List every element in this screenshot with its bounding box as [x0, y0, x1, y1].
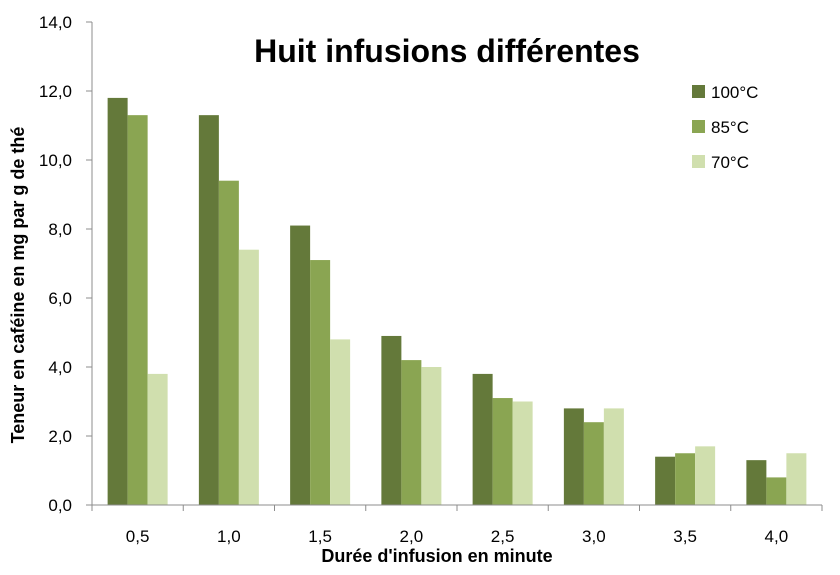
bar [107, 97, 128, 506]
bar [147, 373, 168, 505]
bar [381, 335, 402, 505]
y-tick-label: 10,0 [39, 151, 72, 170]
bar [238, 249, 259, 505]
bar [290, 225, 311, 506]
bars [107, 97, 807, 506]
chart-title: Huit infusions différentes [254, 33, 640, 69]
x-axis: 0,5 1,0 1,5 2,0 2,5 3,0 3,5 4,0 [91, 504, 823, 546]
x-axis-title: Durée d'infusion en minute [321, 546, 552, 566]
x-tick-label: 2,0 [400, 527, 424, 546]
bar [786, 453, 807, 505]
y-tick-label: 14,0 [39, 13, 72, 32]
bar [198, 115, 219, 506]
x-tick-label: 1,0 [217, 527, 241, 546]
bar [401, 360, 422, 505]
bar [421, 367, 442, 505]
bar [603, 408, 624, 505]
y-tick-label: 12,0 [39, 82, 72, 101]
legend-swatch [692, 85, 705, 98]
bar [695, 446, 716, 505]
legend-label: 100°C [711, 83, 758, 102]
legend-swatch [692, 120, 705, 133]
x-tick-label: 0,5 [126, 527, 150, 546]
x-tick-label: 3,0 [582, 527, 606, 546]
y-tick-label: 4,0 [48, 358, 72, 377]
bar [472, 373, 493, 505]
bar [766, 477, 787, 505]
legend: 100°C 85°C 70°C [692, 83, 758, 172]
x-tick-label: 3,5 [673, 527, 697, 546]
bar [583, 422, 604, 505]
bar [310, 260, 331, 505]
y-tick-label: 0,0 [48, 496, 72, 515]
y-tick-label: 6,0 [48, 289, 72, 308]
y-axis-title: Teneur en caféine en mg par g de thé [8, 127, 28, 444]
bar [512, 401, 533, 505]
y-tick-label: 2,0 [48, 427, 72, 446]
legend-label: 70°C [711, 153, 749, 172]
bar [127, 115, 148, 506]
bar [746, 460, 767, 505]
legend-label: 85°C [711, 118, 749, 137]
bar [218, 180, 239, 505]
bar [330, 339, 351, 505]
x-tick-label: 2,5 [491, 527, 515, 546]
bar [563, 408, 584, 505]
x-tick-label: 4,0 [765, 527, 789, 546]
bar [492, 398, 513, 505]
y-tick-label: 8,0 [48, 220, 72, 239]
bar [655, 456, 676, 505]
x-tick-label: 1,5 [308, 527, 332, 546]
legend-swatch [692, 155, 705, 168]
bar [675, 453, 696, 505]
y-axis: 0,0 2,0 4,0 6,0 8,0 10,0 12,0 14,0 [39, 13, 93, 515]
